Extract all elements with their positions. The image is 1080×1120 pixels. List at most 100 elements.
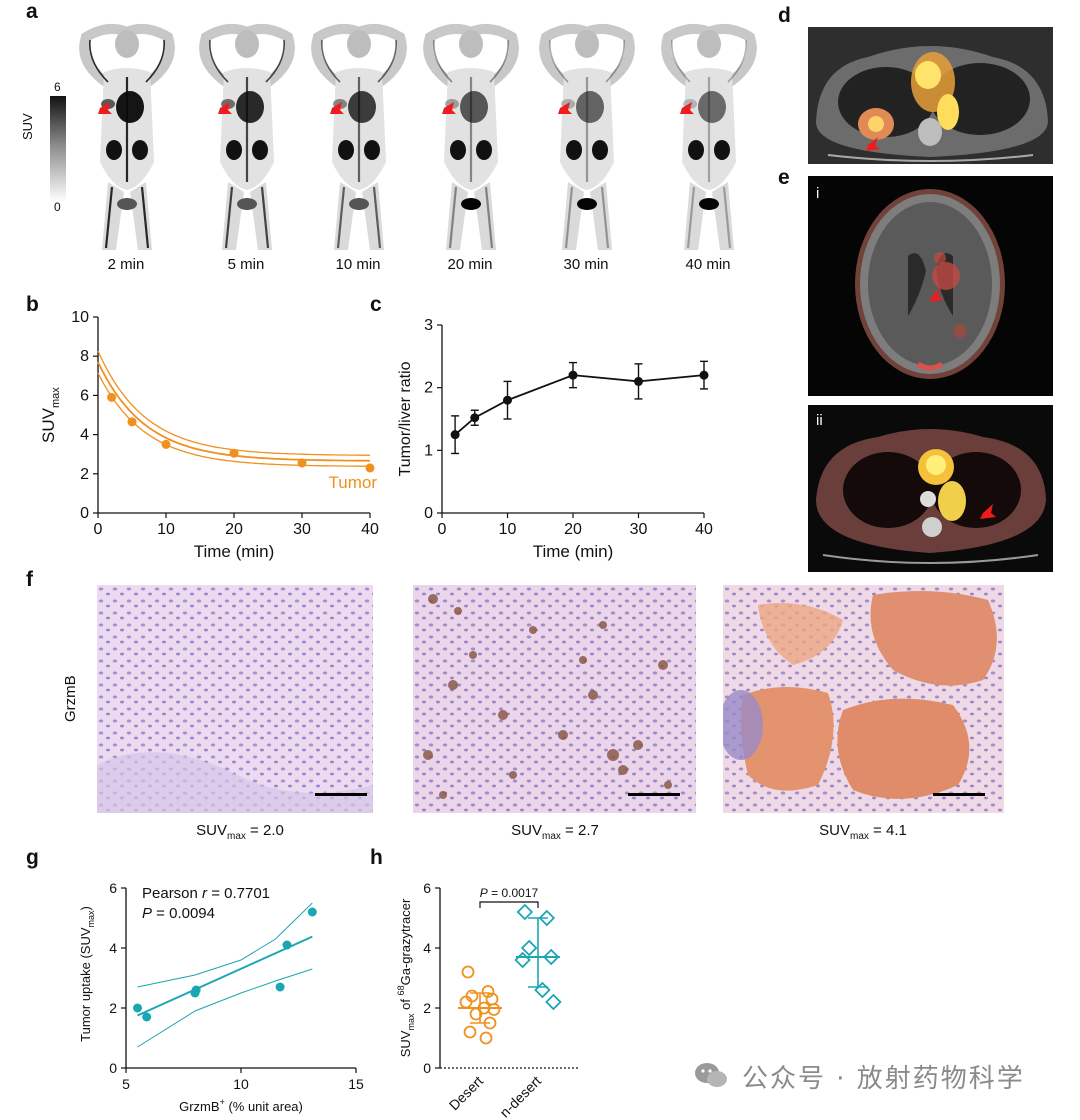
x-tick-label: 0: [438, 521, 447, 538]
y-tick-label: 0: [80, 505, 89, 522]
data-point: [297, 458, 307, 468]
ci-lower: [137, 968, 313, 1048]
chart-g: 5 10 15 0 2 4 6 Pearson r = 0.7701 P = 0.0094 Grz…: [78, 880, 364, 1114]
colorbar-min: 0: [54, 200, 61, 214]
data-point: [161, 439, 171, 449]
regression-line: [137, 935, 313, 1017]
colorbar-label: SUV: [20, 113, 35, 140]
data-point: [534, 981, 551, 999]
panel-label-a: a: [26, 0, 38, 23]
data-point: [545, 993, 562, 1011]
x-tick-label: 15: [348, 1076, 364, 1092]
tumor-arrow: [442, 102, 456, 114]
timepoint-label: 2 min: [107, 256, 145, 273]
confidence-curve: [97, 350, 371, 456]
data-point: [469, 1007, 483, 1021]
pet-mip-image: [311, 23, 407, 250]
y-tick-label: 4: [423, 940, 431, 956]
pet-ct-image-e-ii: ii: [808, 405, 1053, 572]
y-tick-label: 2: [80, 466, 89, 483]
pet-mip-image: [423, 23, 519, 250]
data-point: [463, 1025, 477, 1039]
histology-image-3: [723, 585, 1004, 813]
x-axis-label: GrzmB+ (% unit area): [179, 1097, 303, 1114]
y-axis-label: Tumor uptake (SUVmax): [78, 906, 96, 1042]
grzmb-row-label: GrzmB: [62, 675, 79, 722]
tumor-arrow: [218, 102, 232, 114]
timepoint-label: 20 min: [447, 256, 493, 273]
scale-bar-2: [628, 793, 680, 796]
scale-bar-1: [315, 793, 367, 796]
x-axis-label: Time (min): [533, 542, 614, 561]
x-tick-label: 30: [293, 521, 311, 538]
x-tick-label: 0: [94, 521, 103, 538]
data-point: [307, 907, 317, 917]
y-tick-label: 8: [80, 348, 89, 365]
histology-caption-2: SUVmax = 2.7: [511, 822, 599, 842]
watermark-text: 公众号 · 放射药物科学: [742, 1064, 1025, 1094]
panel-label-g: g: [26, 846, 39, 869]
pet-mip-image: [539, 23, 635, 250]
data-point: [142, 1012, 152, 1022]
panel-label-c: c: [370, 293, 382, 316]
data-point: [503, 395, 512, 405]
y-tick-label: 2: [424, 380, 433, 397]
panel-label-h: h: [370, 846, 383, 869]
pet-ct-image-e-i: i: [808, 176, 1053, 396]
data-point: [514, 951, 531, 969]
y-tick-label: 2: [423, 1000, 431, 1016]
data-point: [699, 370, 709, 380]
data-point: [538, 909, 556, 927]
chart-h: 0 2 4 6 Desert n-desert P = 0.0017 SUVmax of 68…: [396, 880, 580, 1120]
histology-caption-3: SUVmax = 4.1: [819, 822, 907, 842]
tumor-arrow: [680, 102, 694, 114]
histology-caption-1: SUVmax = 2.0: [196, 822, 284, 842]
data-point: [568, 370, 578, 380]
y-axis-label: SUVmax: [39, 387, 62, 443]
x-tick-label: 10: [157, 521, 175, 538]
histology-image-1: [97, 585, 373, 813]
wechat-icon: [693, 1060, 729, 1090]
panel-label-b: b: [26, 293, 39, 316]
y-tick-label: 1: [424, 442, 433, 459]
pet-mip-image: [79, 23, 175, 250]
panel-label-d: d: [778, 4, 791, 27]
timepoint-label: 40 min: [685, 256, 731, 273]
x-tick-label: 5: [122, 1076, 130, 1092]
data-point: [282, 940, 292, 950]
x-tick-label: 20: [225, 521, 243, 538]
x-axis-label: Time (min): [194, 542, 275, 561]
data-point: [191, 985, 201, 995]
data-point: [516, 903, 534, 921]
tumor-arrow: [330, 102, 344, 114]
data-point: [275, 982, 285, 992]
y-tick-label: 0: [424, 505, 433, 522]
x-tick-label: 40: [361, 521, 379, 538]
timepoint-label: 5 min: [227, 256, 265, 273]
chart-c: 0 10 20 30 40 0 1 2 3 Time (min) Tumor/liver ratio: [397, 317, 713, 561]
colorbar: [50, 96, 66, 202]
p-value: P = 0.0094: [142, 905, 215, 922]
y-tick-label: 4: [80, 427, 89, 444]
data-point: [487, 1003, 501, 1016]
data-point: [542, 948, 560, 966]
y-axis-label: SUVmax of 68Ga-grazytracer: [396, 898, 416, 1057]
ci-upper: [137, 902, 313, 988]
tumor-arrow: [558, 102, 572, 114]
data-point: [470, 413, 480, 423]
y-tick-label: 6: [109, 880, 117, 896]
y-tick-label: 4: [109, 940, 117, 956]
data-point: [483, 1016, 497, 1030]
pet-ct-image-d: [808, 27, 1053, 164]
data-point: [127, 417, 137, 427]
category-label: n-desert: [496, 1073, 544, 1120]
data-point: [461, 965, 475, 979]
data-point: [459, 995, 473, 1009]
pearson-r: Pearson r = 0.7701: [142, 885, 270, 902]
x-tick-label: 10: [499, 521, 517, 538]
data-point: [365, 463, 375, 473]
data-point: [450, 430, 460, 440]
subpanel-label-ii: ii: [816, 412, 823, 429]
series-line: [454, 374, 705, 436]
series-label: Tumor: [329, 473, 378, 492]
